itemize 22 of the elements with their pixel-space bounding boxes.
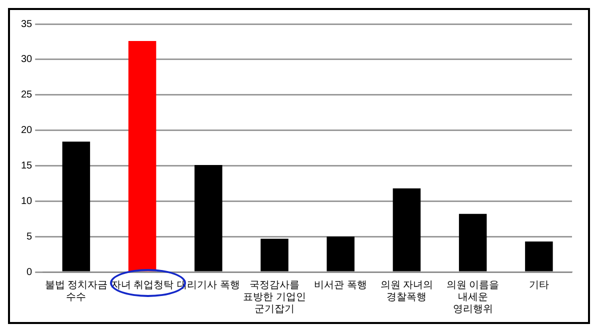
y-tick-label: 20 [21,125,33,136]
y-tick-label: 0 [26,266,33,278]
y-tick-label: 35 [21,18,33,30]
y-tick-label: 5 [26,231,33,242]
y-tick-label: 15 [21,160,33,172]
x-tick-label: 비서관 폭행 [314,280,368,291]
bar [392,188,421,272]
x-tick-label: 국정감사를 표방한 기업인 군기잡기 [243,280,306,315]
x-tick-label: 기타 [528,280,549,291]
x-tick-label: 의원 이름을 내세운 영리행위 [446,280,500,315]
bar [326,236,354,272]
bar [194,165,222,272]
bar [128,41,156,272]
y-tick-label: 10 [21,196,33,207]
bar [260,238,288,272]
x-tick-label: 의원 자녀의 경찰폭행 [380,280,434,303]
bar [458,214,487,272]
y-tick-label: 30 [21,54,33,66]
bar [62,142,90,272]
y-tick-label: 25 [21,90,33,101]
bar [525,242,553,272]
x-tick-label: 불법 정치자금 수수 [44,280,108,303]
